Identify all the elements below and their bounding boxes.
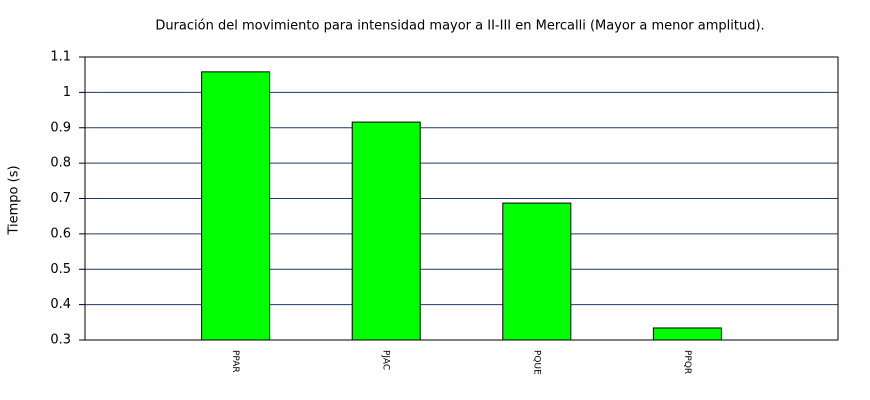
x-tick-label: PPAR — [230, 350, 240, 373]
y-tick-label: 0.8 — [50, 156, 71, 171]
y-tick-label: 0.3 — [50, 333, 71, 348]
plot-frame — [84, 56, 839, 341]
bar — [652, 327, 722, 341]
y-tick-label: 0.4 — [50, 297, 71, 312]
y-tick-label: 1.1 — [50, 50, 71, 65]
y-tick-label: 1 — [63, 85, 71, 100]
x-tick-label: PQUE — [531, 350, 541, 375]
y-tick-label: 0.6 — [50, 226, 71, 241]
y-axis-label: Tiempo (s) — [7, 165, 22, 235]
x-tick-label: PPQR — [682, 350, 692, 374]
bar — [502, 202, 572, 341]
bar — [351, 121, 421, 341]
y-tick-label: 0.5 — [50, 262, 71, 277]
chart-title: Duración del movimiento para intensidad … — [155, 19, 764, 34]
bar — [201, 71, 271, 341]
x-tick-label: PJAC — [381, 350, 391, 370]
y-tick-label: 0.7 — [50, 191, 71, 206]
y-tick-label: 0.9 — [50, 120, 71, 135]
